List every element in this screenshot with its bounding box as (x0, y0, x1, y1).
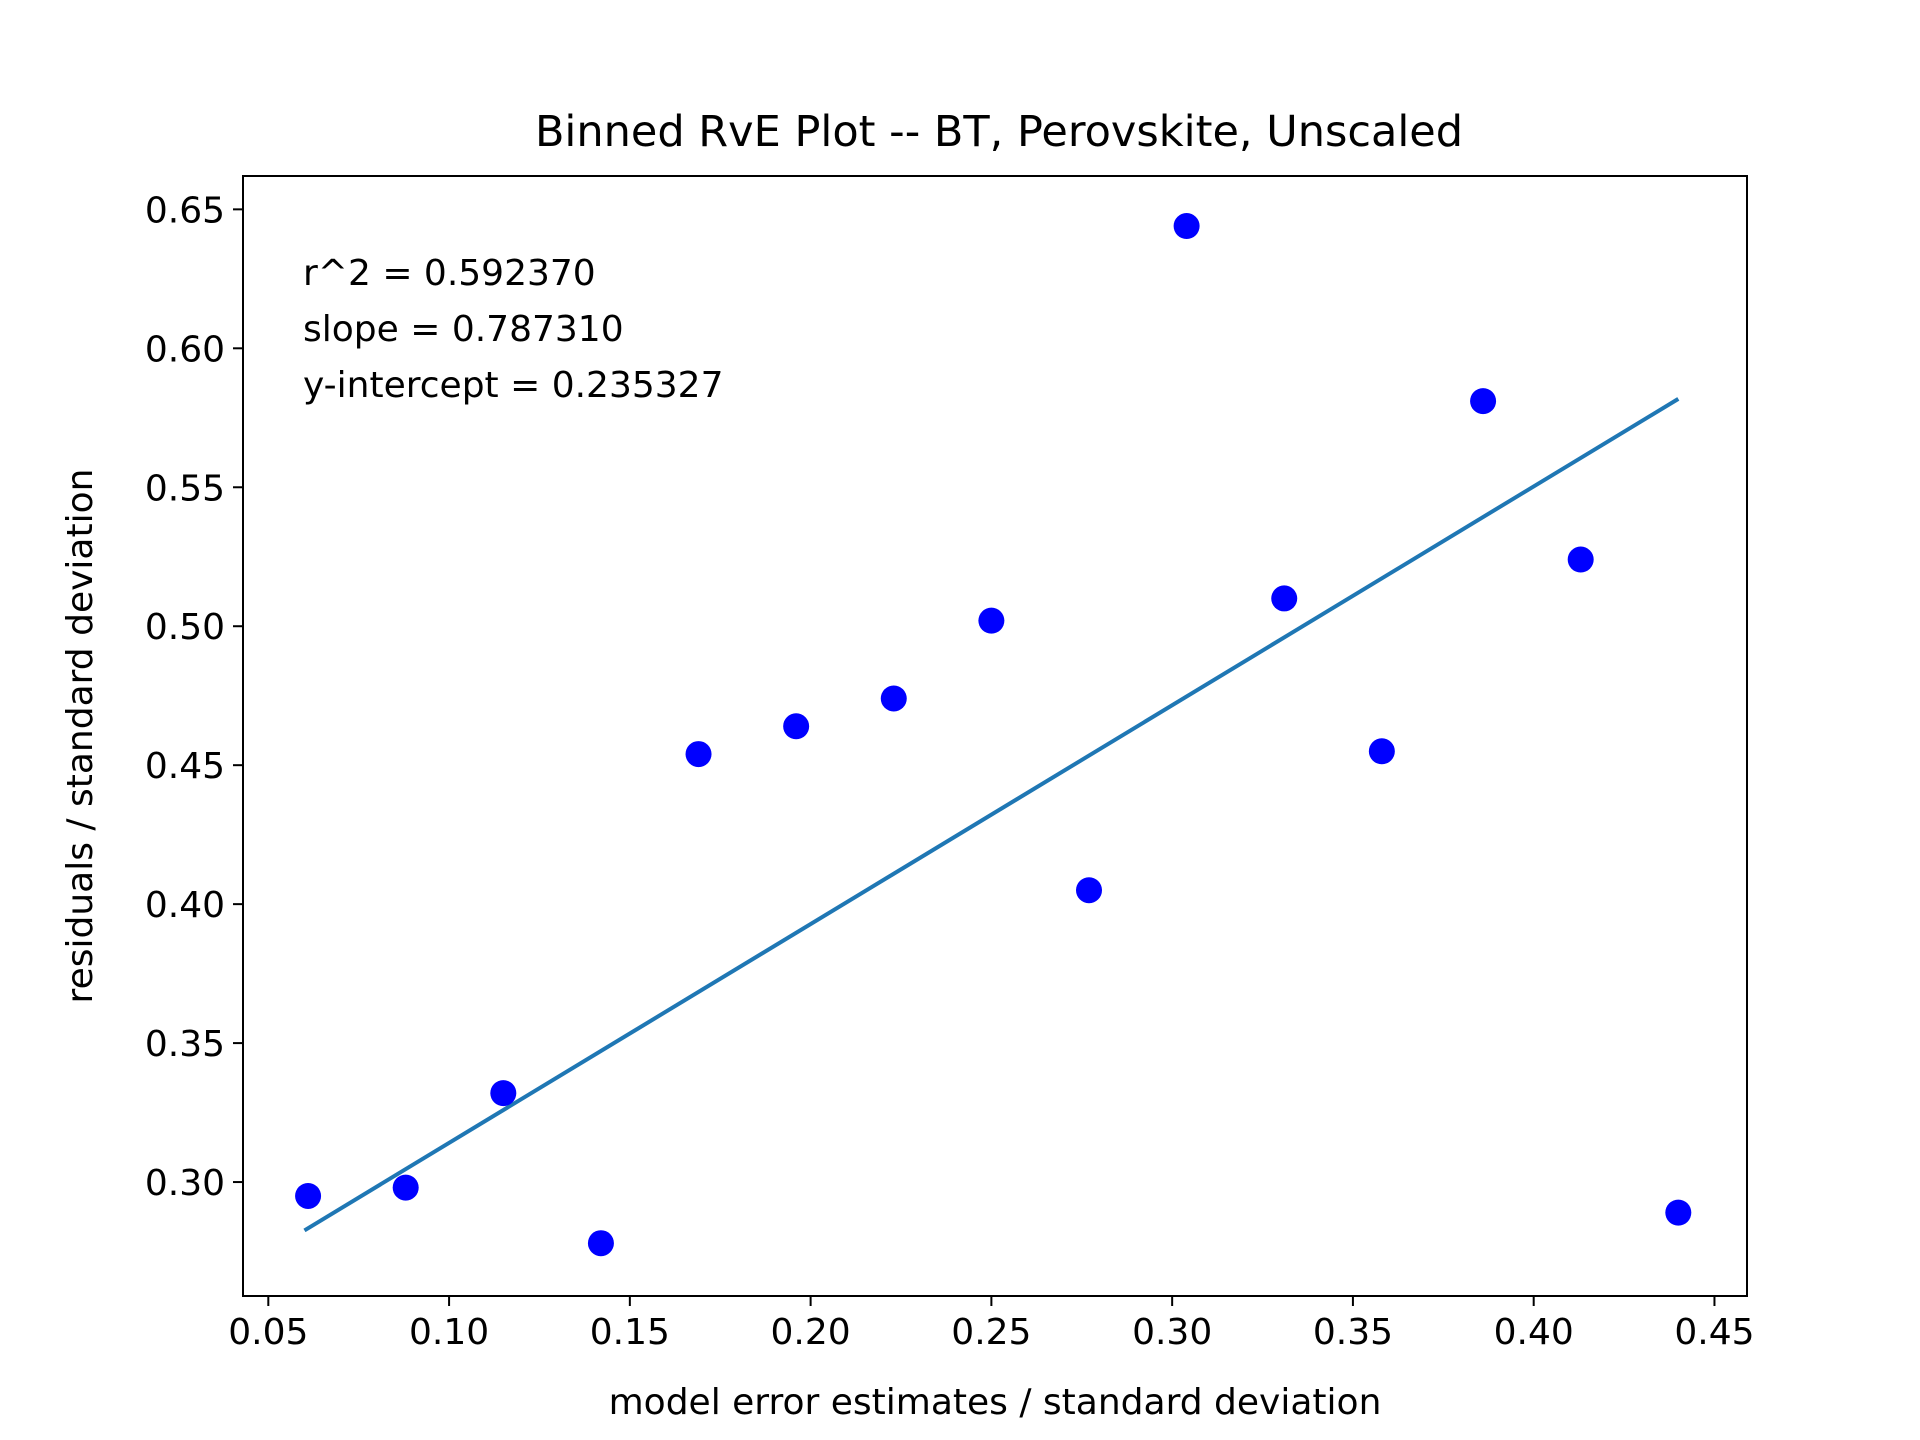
regression-line (303, 397, 1680, 1233)
chart-title: Binned RvE Plot -- BT, Perovskite, Unsca… (535, 107, 1463, 157)
data-point (1173, 213, 1200, 240)
data-point (880, 685, 907, 712)
y-tick-label: 0.35 (145, 1024, 225, 1065)
x-tick-label: 0.35 (1313, 1312, 1393, 1353)
data-point (1076, 877, 1102, 904)
x-tick-label: 0.10 (409, 1312, 489, 1353)
y-tick-label: 0.65 (145, 190, 225, 231)
x-tick-label: 0.25 (951, 1312, 1031, 1353)
y-intercept-annotation: y-intercept = 0.235327 (303, 365, 724, 406)
x-tick-label: 0.45 (1674, 1312, 1754, 1353)
plot-area (295, 213, 1692, 1257)
y-tick-label: 0.30 (145, 1163, 225, 1204)
data-point (587, 1230, 614, 1257)
data-point (1470, 388, 1497, 415)
data-point (1368, 738, 1395, 765)
x-tick-label: 0.20 (771, 1312, 851, 1353)
x-tick-label: 0.05 (228, 1312, 308, 1353)
y-tick-label: 0.45 (145, 746, 225, 787)
r-squared-annotation: r^2 = 0.592370 (303, 253, 596, 294)
data-point (295, 1182, 322, 1209)
data-point (1665, 1199, 1692, 1226)
data-point (1567, 546, 1594, 573)
x-axis-label: model error estimates / standard deviati… (609, 1382, 1382, 1423)
data-point (1271, 585, 1298, 612)
y-tick-label: 0.60 (145, 329, 225, 370)
y-tick-label: 0.55 (145, 468, 225, 509)
x-tick-label: 0.40 (1494, 1312, 1574, 1353)
stats-annotations: r^2 = 0.592370 slope = 0.787310 y-interc… (303, 253, 724, 406)
data-point (783, 713, 810, 740)
x-tick-label: 0.30 (1132, 1312, 1212, 1353)
plot-frame (242, 175, 1748, 1297)
y-tick-label: 0.50 (145, 607, 225, 648)
y-tick-label: 0.40 (145, 885, 225, 926)
data-point (490, 1080, 517, 1107)
data-point (392, 1174, 419, 1201)
data-point (685, 741, 712, 768)
slope-annotation: slope = 0.787310 (303, 309, 624, 350)
x-tick-label: 0.15 (590, 1312, 670, 1353)
data-point (978, 607, 1005, 634)
y-axis-label: residuals / standard deviation (60, 469, 101, 1004)
